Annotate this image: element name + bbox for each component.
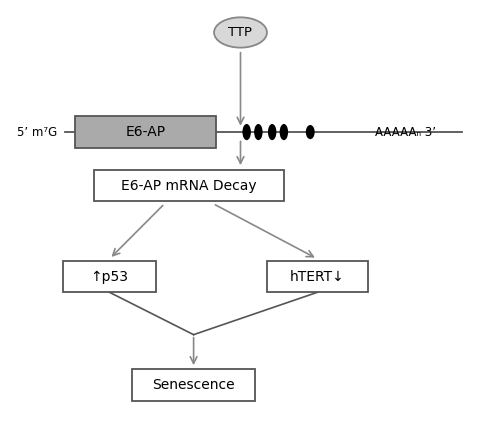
FancyBboxPatch shape xyxy=(94,170,283,201)
Text: E6-AP mRNA Decay: E6-AP mRNA Decay xyxy=(121,179,256,193)
FancyBboxPatch shape xyxy=(266,261,367,292)
FancyBboxPatch shape xyxy=(132,369,254,401)
Ellipse shape xyxy=(305,125,314,139)
Ellipse shape xyxy=(253,124,262,140)
Ellipse shape xyxy=(279,124,288,140)
Text: 5’ m⁷G: 5’ m⁷G xyxy=(17,126,57,139)
Text: Senescence: Senescence xyxy=(152,378,234,392)
Text: ↑p53: ↑p53 xyxy=(90,270,128,284)
Ellipse shape xyxy=(214,17,266,48)
FancyBboxPatch shape xyxy=(62,261,156,292)
Ellipse shape xyxy=(267,124,276,140)
FancyBboxPatch shape xyxy=(74,116,216,148)
Text: hTERT↓: hTERT↓ xyxy=(289,270,344,284)
Ellipse shape xyxy=(242,124,251,140)
Text: TTP: TTP xyxy=(228,26,252,39)
Text: E6-AP: E6-AP xyxy=(125,125,165,139)
Text: AAAAAₙ 3’: AAAAAₙ 3’ xyxy=(374,126,435,139)
